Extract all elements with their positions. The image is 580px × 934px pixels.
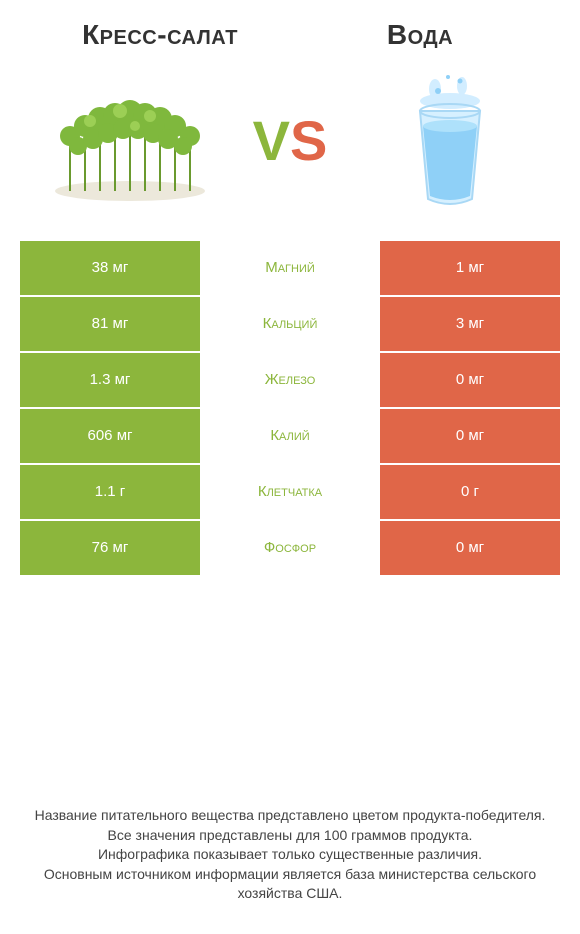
footer-line: Основным источником информации является … [20,865,560,904]
table-cell-left: 1.3 мг [20,353,200,409]
right-image [360,71,540,211]
table-cell-left: 81 мг [20,297,200,353]
header-row: Кресс-салат Вода [20,20,560,51]
water-glass-icon [390,71,510,211]
table-cell-right: 3 мг [380,297,560,353]
table-cell-label: Фосфор [200,521,380,577]
footer-notes: Название питательного вещества представл… [20,806,560,904]
table-cell-label: Клетчатка [200,465,380,521]
table-cell-right: 0 г [380,465,560,521]
footer-line: Название питательного вещества представл… [20,806,560,826]
left-title: Кресс-салат [60,20,260,51]
footer-line: Все значения представлены для 100 граммо… [20,826,560,846]
table-cell-label: Железо [200,353,380,409]
nutrient-table: 38 мг Магний 1 мг 81 мг Кальций 3 мг 1.3… [20,241,560,577]
table-cell-left: 606 мг [20,409,200,465]
table-cell-left: 1.1 г [20,465,200,521]
table-cell-label: Магний [200,241,380,297]
cress-salad-icon [40,71,220,211]
right-title: Вода [320,20,520,51]
table-cell-right: 0 мг [380,353,560,409]
vs-v: V [253,109,290,172]
table-cell-label: Калий [200,409,380,465]
table-cell-right: 1 мг [380,241,560,297]
images-row: VS [20,71,560,211]
table-cell-left: 38 мг [20,241,200,297]
table-cell-label: Кальций [200,297,380,353]
vs-label: VS [253,108,328,173]
table-cell-left: 76 мг [20,521,200,577]
footer-line: Инфографика показывает только существенн… [20,845,560,865]
left-image [40,71,220,211]
table-cell-right: 0 мг [380,521,560,577]
vs-s: S [290,109,327,172]
table-cell-right: 0 мг [380,409,560,465]
